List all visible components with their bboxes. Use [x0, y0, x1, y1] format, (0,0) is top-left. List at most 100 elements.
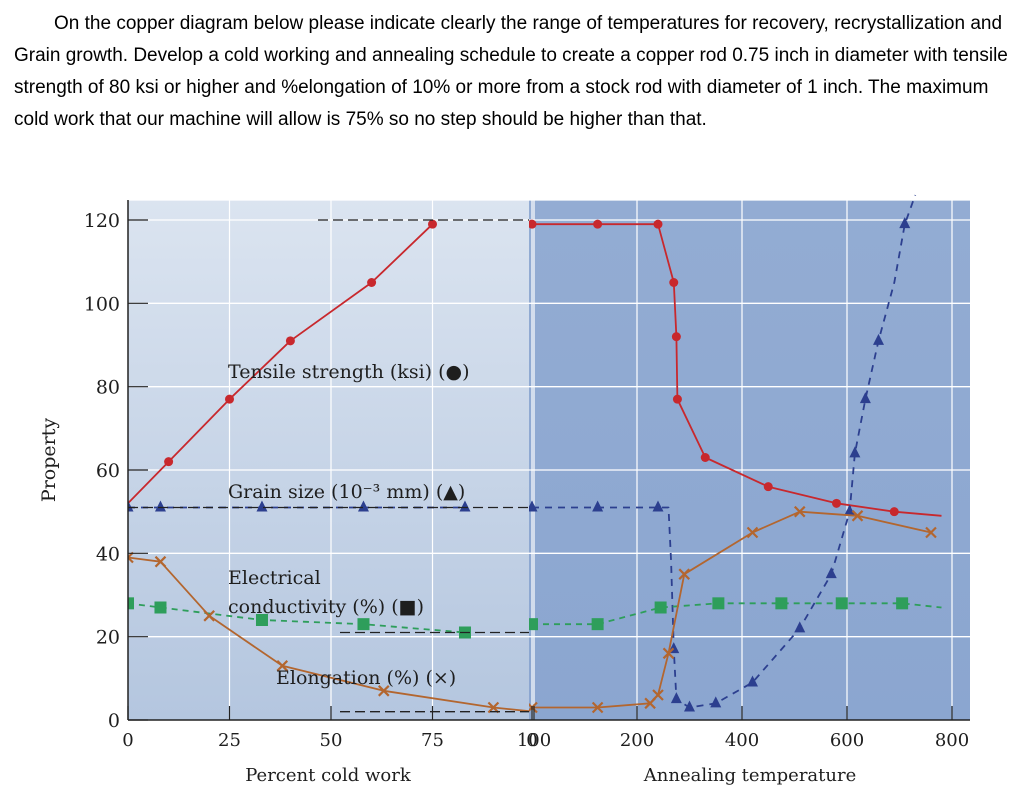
data-point-triangle [459, 500, 471, 512]
x-tick-label: 600 [830, 730, 864, 751]
data-point-square [712, 597, 725, 610]
data-point-cross [746, 526, 759, 539]
data-point-circle [428, 219, 437, 229]
data-point-triangle [128, 500, 134, 512]
data-point-triangle [652, 500, 664, 512]
data-point-cross [851, 510, 864, 522]
cold-work-panel-bg [128, 200, 529, 720]
question-paragraph: On the copper diagram below please indic… [14, 13, 1008, 130]
data-point-square [896, 597, 909, 610]
data-point-circle [593, 219, 603, 229]
x-axis-title-cold-work: Percent cold work [245, 765, 412, 786]
data-point-cross [154, 555, 167, 568]
y-tick-label: 0 [108, 710, 120, 732]
series-label-tensile: Tensile strength (ksi) (●) [228, 361, 470, 383]
data-point-circle [889, 507, 899, 517]
data-point-square [775, 597, 788, 610]
data-point-triangle [710, 696, 722, 708]
data-point-triangle [859, 392, 871, 404]
data-point-triangle [794, 621, 806, 633]
series-grain-annealing [529, 194, 917, 712]
data-point-triangle [529, 500, 538, 512]
data-point-cross [128, 551, 134, 564]
x-tick-label: 100 [517, 730, 551, 751]
series-grain-cold-work [128, 500, 471, 512]
data-point-cross [678, 568, 691, 580]
series-line-tensile [128, 223, 434, 504]
data-point-square [255, 614, 268, 626]
data-point-circle [700, 453, 710, 462]
series-tensile-annealing [529, 219, 942, 517]
data-point-circle [367, 278, 377, 287]
data-point-cross [591, 701, 604, 714]
data-point-cross [925, 526, 937, 539]
data-point-square [357, 618, 370, 631]
data-point-triangle [899, 217, 911, 229]
data-point-circle [669, 278, 679, 287]
x-tick-label: 800 [935, 730, 969, 751]
y-tick-label: 80 [96, 377, 120, 399]
series-elongation-annealing [529, 505, 937, 714]
y-tick-label: 40 [96, 543, 120, 565]
x-tick-label: 200 [620, 730, 654, 751]
series-line-elongation [532, 510, 932, 709]
data-point-circle [672, 394, 682, 404]
gridlines [128, 199, 970, 720]
series-label-grain: Grain size (10⁻³ mm) (▲) [228, 481, 465, 503]
data-point-cross [203, 610, 215, 622]
x-tick-label: 400 [725, 730, 759, 751]
data-point-cross [276, 660, 289, 672]
data-point-triangle [873, 333, 884, 345]
data-point-cross [487, 701, 500, 714]
data-point-circle [225, 394, 234, 404]
data-point-triangle [592, 500, 604, 512]
series-label-conductivity-line1: Electrical [228, 567, 321, 589]
series-labels: Tensile strength (ksi) (●) Grain size (10… [228, 361, 470, 689]
data-point-square [591, 618, 604, 631]
y-axis-title: Property [38, 418, 60, 502]
data-point-triangle [849, 446, 861, 458]
data-point-circle [164, 457, 174, 467]
data-point-circle [763, 482, 773, 492]
data-point-square [835, 597, 848, 610]
series-line-conductivity [532, 602, 942, 626]
y-tick-label: 120 [84, 210, 120, 232]
series-label-conductivity-line2: conductivity (%) (■) [228, 596, 424, 618]
data-point-circle [832, 498, 841, 508]
data-point-square [529, 618, 538, 631]
question-text: On the copper diagram below please indic… [14, 8, 1010, 136]
data-point-circle [285, 336, 295, 346]
y-tick-label: 100 [84, 293, 120, 315]
x-tick-label: 0 [526, 730, 537, 751]
data-point-cross [793, 505, 806, 518]
data-point-triangle [357, 500, 369, 512]
data-point-square [128, 597, 134, 610]
x-axis-title-annealing: Annealing temperature [643, 765, 856, 786]
series-conductivity-annealing [529, 597, 942, 631]
data-point-triangle [154, 500, 166, 512]
annealing-panel-bg [529, 200, 970, 720]
y-tick-label: 20 [96, 627, 120, 649]
data-point-triangle [747, 675, 758, 687]
series-layer [128, 194, 942, 714]
data-point-triangle [825, 567, 837, 579]
series-tensile-cold-work [128, 219, 437, 504]
x-tick-label: 25 [218, 730, 241, 751]
series-label-elongation: Elongation (%) (×) [276, 667, 456, 689]
data-point-circle [671, 332, 681, 342]
data-point-triangle [256, 500, 268, 512]
data-point-triangle [844, 504, 856, 516]
panel-bridge-lines [128, 219, 529, 713]
y-tick-label: 60 [96, 460, 120, 482]
x-tick-label: 0 [122, 730, 133, 751]
data-point-triangle [684, 700, 695, 712]
data-point-circle [653, 219, 663, 229]
data-point-triangle [670, 692, 682, 704]
x-tick-label: 50 [320, 730, 343, 751]
data-point-cross [662, 647, 675, 660]
data-point-square [654, 601, 667, 614]
data-point-cross [652, 689, 664, 701]
x-tick-label: 75 [421, 730, 444, 751]
